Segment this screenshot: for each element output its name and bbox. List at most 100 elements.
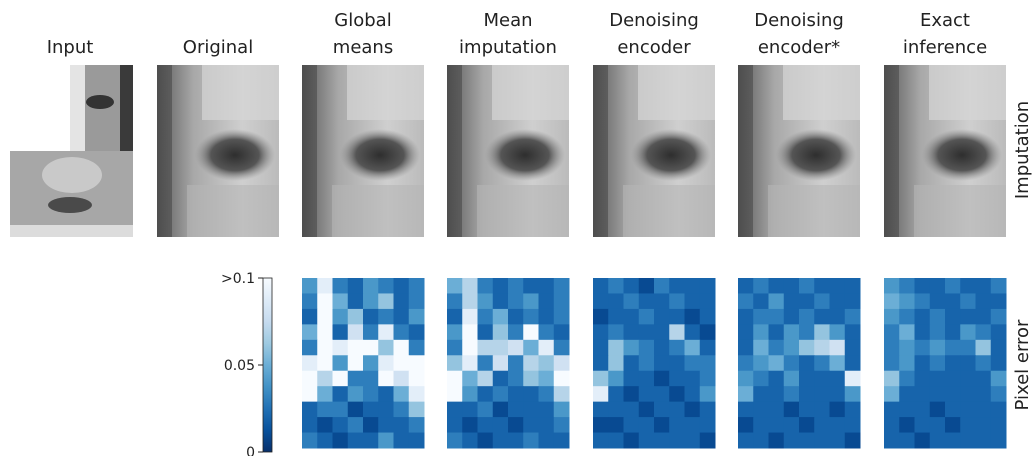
heatmap-cell: [378, 324, 394, 341]
heatmap-cell: [638, 308, 655, 325]
heatmap-cell: [899, 308, 915, 325]
heatmap-cell: [523, 278, 539, 294]
heatmap-cell: [669, 432, 685, 449]
heatmap-cell: [738, 432, 754, 449]
heatmap-cell: [523, 339, 539, 356]
heatmap-cell: [738, 293, 754, 310]
heatmap-cell: [393, 401, 410, 418]
heatmap-cell: [363, 386, 379, 403]
heatmap-cell: [302, 324, 318, 341]
heatmap-cell: [929, 308, 946, 325]
heatmap-cell: [929, 417, 946, 434]
heatmap-cell: [814, 432, 830, 449]
heatmap-cell: [477, 432, 494, 449]
heatmap-cell: [408, 370, 425, 387]
heatmap-cell: [638, 432, 655, 449]
heatmap-cell: [929, 370, 946, 387]
heatmap-cell: [844, 370, 861, 387]
heatmap-cell: [332, 293, 349, 310]
heatmap-cell: [347, 432, 364, 449]
heatmap-cell: [960, 278, 976, 294]
heatmap-cell: [447, 417, 463, 434]
heatmap-cell: [608, 370, 624, 387]
heatmap-cell: [508, 339, 524, 356]
heatmap-cell: [799, 417, 815, 434]
heatmap-cell: [829, 324, 846, 341]
heatmap-cell: [477, 370, 494, 387]
heatmap-cell: [608, 308, 624, 325]
heatmap-cell: [623, 324, 640, 341]
heatmap-cell: [408, 278, 425, 294]
heatmap-cell: [623, 417, 640, 434]
heatmap-cell: [914, 370, 931, 387]
heatmap-cell: [477, 278, 494, 294]
heatmap-cell: [408, 355, 425, 372]
heatmap-cell: [884, 401, 900, 418]
heatmap-cell: [638, 278, 655, 294]
heatmap-cell: [753, 355, 769, 372]
heatmap-cell: [538, 355, 555, 372]
heatmap-cell: [317, 308, 333, 325]
heatmap-cell: [347, 324, 364, 341]
heatmap-cell: [378, 278, 394, 294]
input-image: [10, 65, 133, 237]
heatmap-cell: [508, 308, 524, 325]
heatmap-cell: [462, 401, 478, 418]
heatmap-cell: [593, 278, 609, 294]
heatmap-cell: [553, 417, 570, 434]
heatmap-cell: [523, 370, 539, 387]
heatmap-cell: [960, 386, 976, 403]
heatmap-cell: [975, 370, 992, 387]
heatmap-cell: [783, 278, 800, 294]
heatmap-cell: [608, 278, 624, 294]
heatmap-cell: [783, 293, 800, 310]
heatmap-cell: [347, 339, 364, 356]
heatmap-cell: [593, 339, 609, 356]
heatmap-cell: [447, 432, 463, 449]
heatmap-cell: [623, 432, 640, 449]
heatmap-cell: [623, 401, 640, 418]
heatmap-cell: [814, 339, 830, 356]
heatmap-cell: [553, 386, 570, 403]
heatmap-cell: [462, 308, 478, 325]
heatmap-cell: [608, 401, 624, 418]
heatmap-cell: [378, 339, 394, 356]
heatmap-cell: [960, 417, 976, 434]
heatmap-cell: [814, 293, 830, 310]
heatmap-cell: [332, 370, 349, 387]
column-title: encoder: [617, 37, 691, 58]
heatmap-cell: [945, 278, 961, 294]
heatmap-cell: [523, 417, 539, 434]
heatmap-cell: [378, 386, 394, 403]
heatmap-cell: [768, 355, 785, 372]
heatmap-cell: [492, 324, 509, 341]
heatmap-cell: [477, 417, 494, 434]
heatmap-cell: [738, 417, 754, 434]
heatmap-cell: [462, 339, 478, 356]
heatmap-cell: [990, 324, 1007, 341]
heatmap-cell: [378, 308, 394, 325]
heatmap-cell: [844, 308, 861, 325]
heatmap: [593, 278, 716, 449]
heatmap-cell: [814, 324, 830, 341]
heatmap-cell: [447, 324, 463, 341]
heatmap-cell: [990, 278, 1007, 294]
heatmap-cell: [669, 293, 685, 310]
heatmap-cell: [538, 308, 555, 325]
heatmap-cell: [844, 355, 861, 372]
heatmap-cell: [477, 355, 494, 372]
heatmap-cell: [538, 386, 555, 403]
heatmap-cell: [975, 339, 992, 356]
heatmap-cell: [378, 417, 394, 434]
column-title: inference: [903, 37, 987, 58]
heatmap-cell: [914, 355, 931, 372]
heatmap-cell: [799, 324, 815, 341]
heatmap-cell: [738, 324, 754, 341]
heatmap-cell: [317, 417, 333, 434]
heatmap-cell: [799, 293, 815, 310]
heatmap-cell: [332, 278, 349, 294]
heatmap-cell: [553, 355, 570, 372]
column-title: encoder*: [758, 37, 840, 58]
heatmap-cell: [317, 293, 333, 310]
heatmap-cell: [699, 278, 716, 294]
